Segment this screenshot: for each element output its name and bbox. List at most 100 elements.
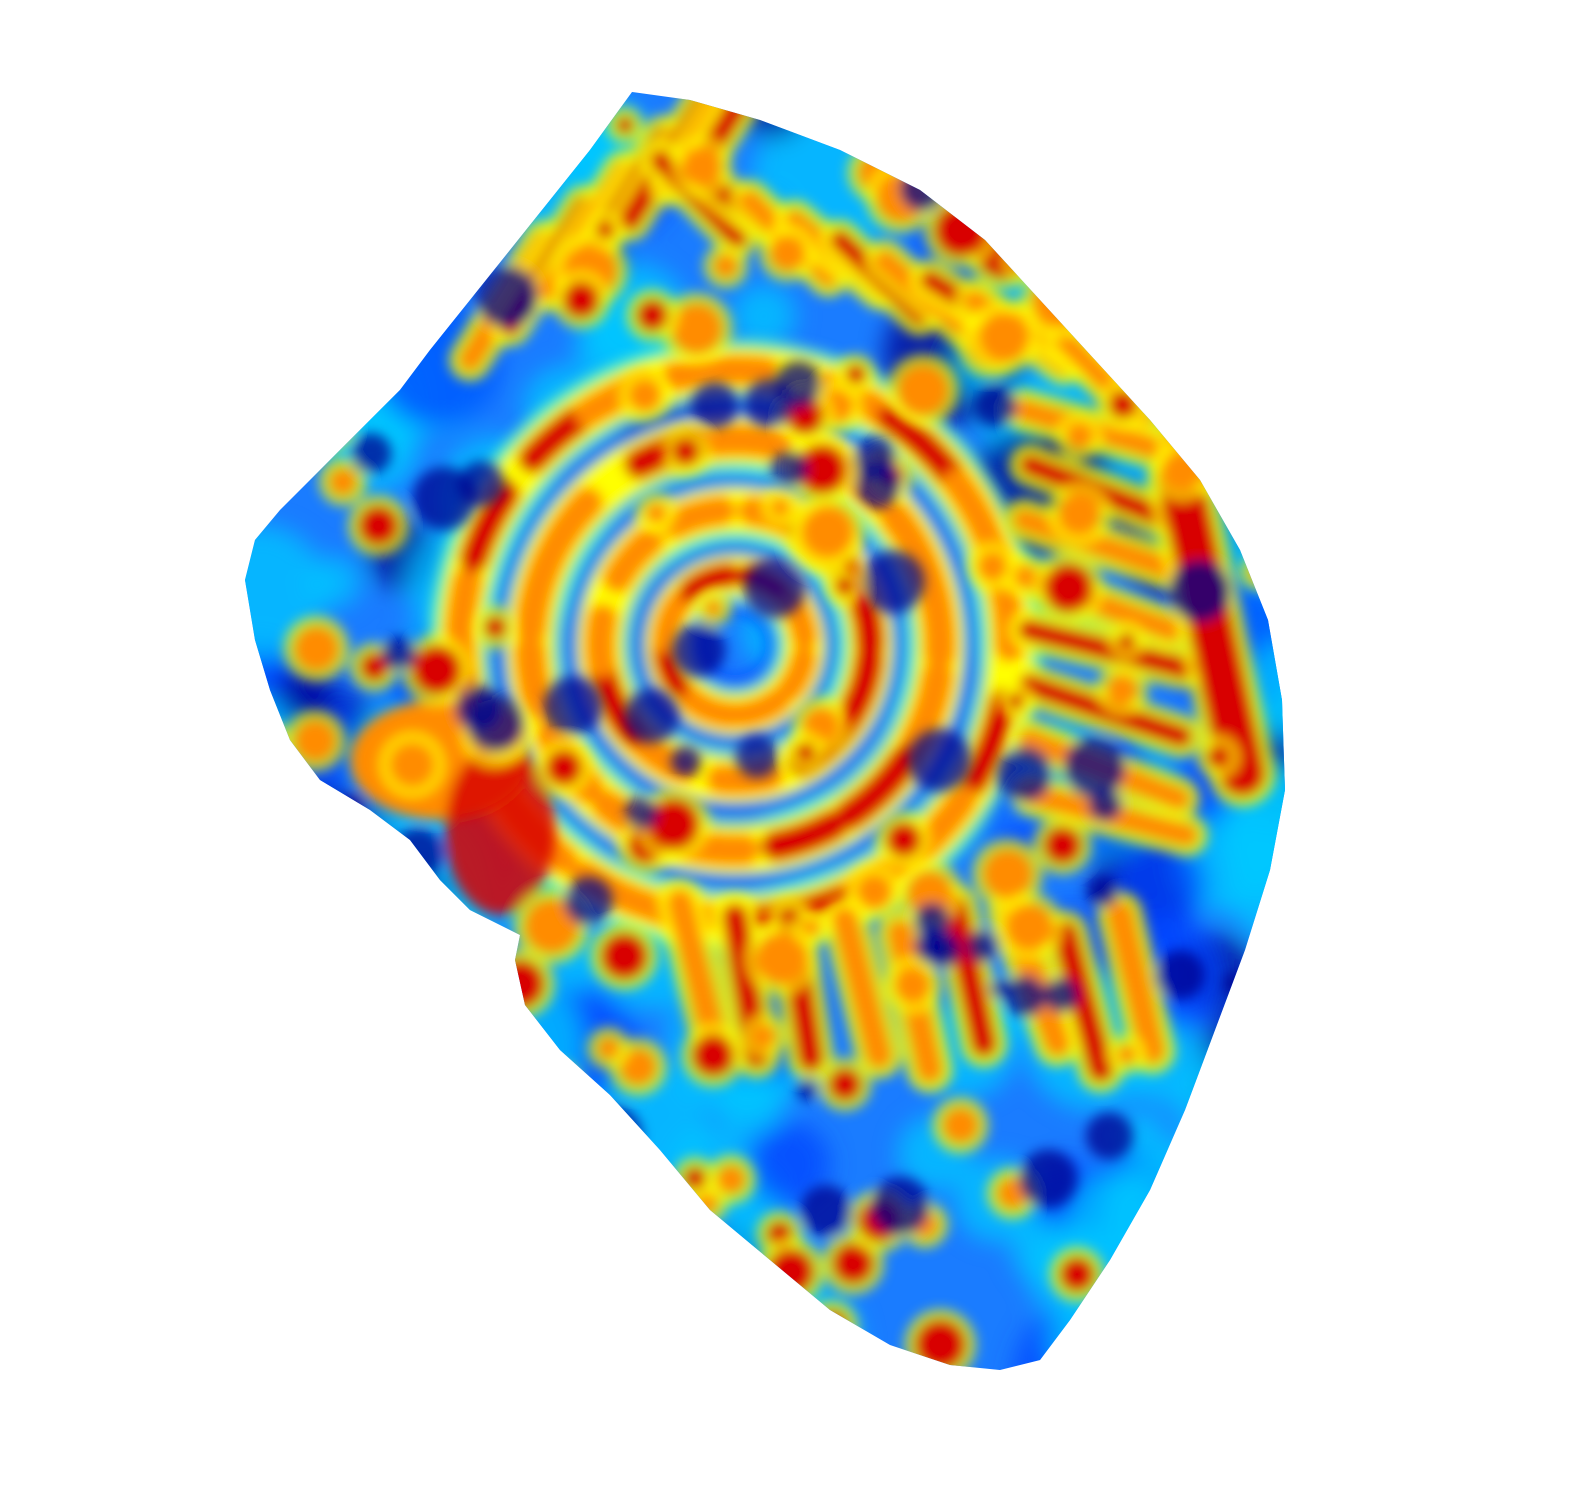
hot-spot	[1053, 147, 1110, 203]
cold-spot	[442, 1255, 492, 1305]
hot-spot	[307, 190, 364, 247]
field-patch	[715, 1068, 784, 1137]
cold-spot	[1086, 875, 1119, 908]
stripe-core	[942, 894, 997, 1058]
hot-spot-halo	[297, 180, 374, 257]
hot-spot-halo	[1178, 326, 1246, 394]
stripe-core	[667, 889, 727, 1052]
hot-spot	[616, 116, 634, 134]
field-patch	[282, 169, 418, 306]
hot-spot-halo	[1001, 243, 1039, 281]
stripe-core	[1013, 509, 1187, 582]
cold-spot	[1144, 204, 1209, 269]
ring-arc	[705, 760, 784, 795]
cold-spot	[393, 827, 444, 878]
field-patch	[412, 1159, 550, 1297]
field-patch	[1068, 1309, 1165, 1370]
cold-spot	[341, 794, 365, 817]
hot-spot	[636, 299, 669, 332]
cold-spot	[862, 550, 925, 614]
cold-spot	[1106, 294, 1145, 333]
field-patch	[250, 92, 339, 165]
cold-spot	[1183, 250, 1219, 285]
cold-spot	[1063, 736, 1126, 798]
cold-spot	[642, 1191, 682, 1231]
hot-spot	[293, 625, 340, 672]
cold-spot	[908, 728, 971, 792]
cold-spot	[602, 1212, 625, 1236]
hot-spot	[543, 1071, 574, 1103]
hot-spot	[1188, 336, 1236, 384]
field-patch	[245, 786, 394, 942]
field-patch	[1129, 203, 1217, 291]
field-patch	[1113, 92, 1229, 197]
field-patch	[393, 129, 520, 256]
field-patch	[746, 1121, 831, 1206]
cold-spot	[247, 1290, 298, 1342]
color-field-blobs	[245, 92, 1283, 1370]
hot-spot	[934, 203, 989, 258]
field-patch	[447, 1116, 505, 1174]
cold-spot	[852, 436, 897, 480]
hot-spot	[1057, 492, 1102, 536]
hot-spot	[628, 378, 662, 412]
cold-spot	[364, 862, 414, 912]
cold-spot	[526, 1101, 554, 1129]
hot-spot	[341, 838, 364, 862]
hot-spot-halo	[391, 1120, 465, 1194]
cold-spot	[744, 557, 805, 619]
cold-spot	[735, 734, 779, 779]
cold-spot	[770, 450, 808, 488]
cold-spot	[543, 676, 603, 736]
ring-arc	[602, 525, 665, 593]
field-patch	[291, 228, 387, 324]
field-patch	[731, 284, 796, 349]
hot-spot	[681, 146, 723, 187]
field-patch	[1194, 999, 1285, 1144]
cold-spot	[1252, 271, 1275, 293]
cold-spot	[350, 433, 392, 474]
hot-spot	[563, 1307, 596, 1340]
field-patch	[349, 1116, 479, 1246]
field-patch	[607, 1241, 693, 1327]
cold-spot	[775, 361, 822, 408]
ring-arc	[661, 495, 736, 539]
cold-spot	[799, 1184, 853, 1238]
cold-spot	[1131, 1327, 1162, 1358]
hot-spot	[415, 136, 472, 193]
ring-arc	[661, 355, 780, 392]
cold-spot	[870, 1176, 930, 1236]
hot-spot	[683, 1167, 707, 1190]
cold-spot	[1226, 445, 1280, 498]
hot-spot	[495, 959, 545, 1009]
hot-spot	[597, 1037, 620, 1060]
ring-arc	[514, 635, 556, 722]
stripe-core	[699, 92, 796, 161]
ring-arc	[699, 424, 796, 461]
hot-spot	[795, 742, 816, 763]
hot-spot	[413, 265, 443, 295]
ring-arc	[916, 574, 956, 670]
cold-spot	[1085, 1112, 1133, 1160]
hot-spot-halo	[331, 828, 374, 872]
hot-spot	[359, 652, 389, 682]
field-patch	[1241, 638, 1285, 740]
hot-spot	[1232, 424, 1273, 465]
field-patch	[477, 1107, 583, 1213]
field-patch	[446, 1046, 565, 1165]
field-patch	[1193, 209, 1285, 344]
cold-spot	[412, 466, 476, 531]
cold-spot	[1155, 950, 1205, 1000]
hot-spot	[845, 364, 866, 385]
hot-spot	[816, 1310, 849, 1343]
red-mass	[445, 745, 555, 915]
hot-spot	[767, 1248, 815, 1296]
hot-spot	[1206, 745, 1230, 769]
hot-spot	[389, 742, 435, 788]
field-patch	[246, 935, 311, 999]
field-patch	[1171, 292, 1262, 383]
ring-arc	[678, 562, 742, 604]
cold-spot	[691, 382, 738, 429]
cold-spot	[475, 265, 539, 328]
cold-spot	[245, 1069, 301, 1130]
